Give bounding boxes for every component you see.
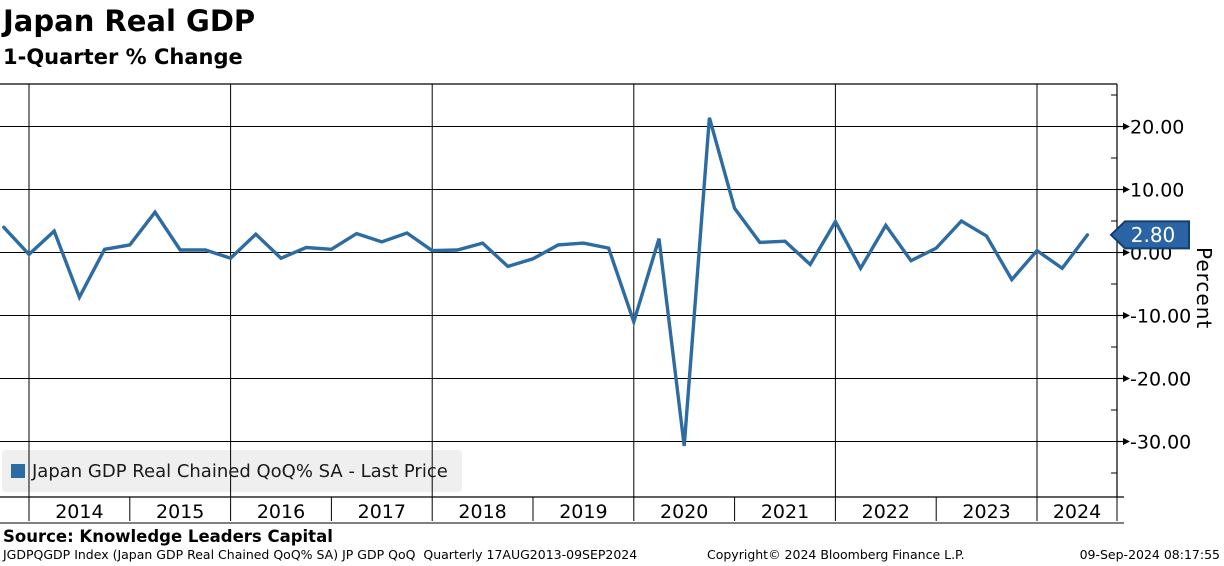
year-label: 2018 — [458, 501, 506, 523]
y-tick-label: 20.00 — [1130, 117, 1184, 139]
legend-box — [2, 450, 462, 492]
y-tick-label: 10.00 — [1130, 180, 1184, 202]
chart-legend: Japan GDP Real Chained QoQ% SA - Last Pr… — [2, 450, 462, 492]
legend-series-label: Japan GDP Real Chained QoQ% SA - Last Pr… — [32, 460, 448, 482]
y-axis-title: Percent — [1192, 247, 1216, 330]
y-tick-label: -20.00 — [1130, 369, 1191, 391]
print-timestamp: 09-Sep-2024 08:17:55 — [1079, 547, 1220, 562]
page-title: Japan Real GDP — [3, 4, 256, 38]
year-label: 2020 — [660, 501, 708, 523]
y-tick-label: -10.00 — [1130, 306, 1191, 328]
gdp-series-line — [2, 117, 1090, 447]
y-tick-arrow-icon — [1123, 312, 1130, 319]
year-label: 2014 — [55, 501, 103, 523]
year-label: 2022 — [862, 501, 910, 523]
year-label: 2024 — [1053, 501, 1101, 523]
year-label: 2016 — [257, 501, 305, 523]
y-tick-arrow-icon — [1123, 375, 1130, 382]
y-tick-arrow-icon — [1123, 186, 1130, 193]
bloomberg-footer: JGDPQGDP Index (Japan GDP Real Chained Q… — [0, 547, 1224, 563]
y-tick-label: -30.00 — [1130, 432, 1191, 454]
y-tick-arrow-icon — [1123, 123, 1130, 130]
y-tick-arrow-icon — [1123, 249, 1130, 256]
last-price-badge — [1109, 220, 1190, 250]
last-price-value: 2.80 — [1131, 223, 1176, 247]
year-label: 2019 — [559, 501, 607, 523]
year-label: 2023 — [962, 501, 1010, 523]
year-label: 2021 — [761, 501, 809, 523]
copyright-notice: Copyright© 2024 Bloomberg Finance L.P. — [707, 547, 965, 562]
ticker-description: JGDPQGDP Index (Japan GDP Real Chained Q… — [3, 547, 638, 562]
year-label: 2017 — [358, 501, 406, 523]
source-attribution: Source: Knowledge Leaders Capital — [3, 527, 333, 546]
legend-swatch-icon — [11, 464, 25, 478]
chart-subtitle: 1-Quarter % Change — [3, 45, 243, 69]
year-label: 2015 — [156, 501, 204, 523]
y-tick-arrow-icon — [1123, 438, 1130, 445]
